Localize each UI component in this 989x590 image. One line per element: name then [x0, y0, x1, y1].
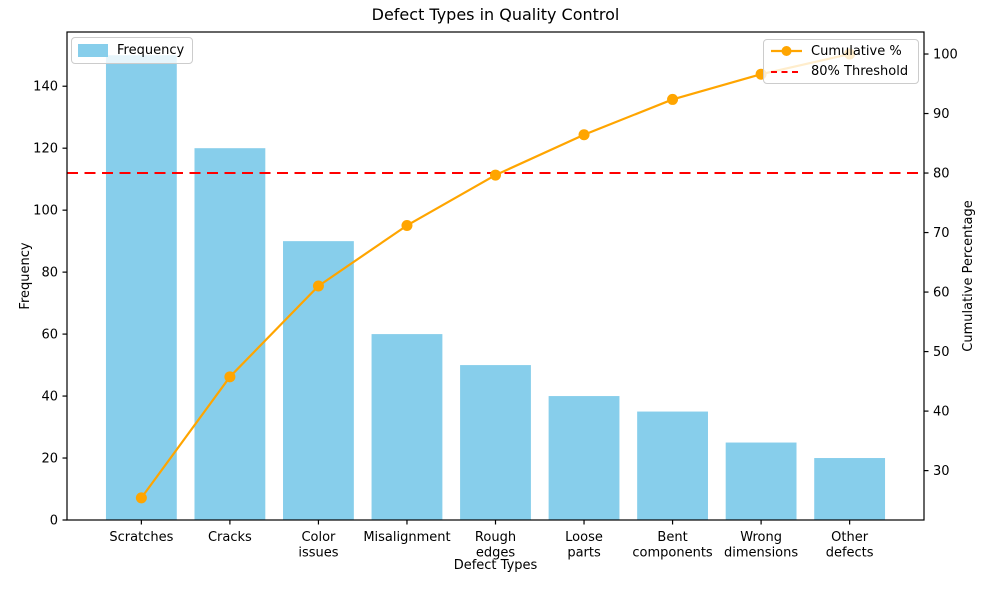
legend-cumulative: Cumulative % 80% Threshold — [763, 39, 919, 84]
legend-threshold-label: 80% Threshold — [811, 64, 909, 80]
x-axis-label: Defect Types — [453, 558, 538, 573]
y-axis-label-right: Cumulative Percentage — [961, 200, 976, 352]
bar-wrong-dimensions — [725, 442, 797, 520]
cumulative-point — [667, 93, 679, 105]
legend-frequency-label: Frequency — [117, 43, 185, 58]
bar-scratches — [105, 55, 177, 520]
ytick-right-label: 90 — [933, 107, 950, 122]
xtick-label: Color issues — [298, 530, 338, 561]
bar-rough-edges — [460, 365, 531, 520]
cumulative-point — [401, 219, 413, 231]
y-axis-label-left: Frequency — [18, 242, 33, 310]
chart-title: Defect Types in Quality Control — [371, 5, 620, 24]
cumulative-point — [224, 371, 236, 383]
ytick-right-label: 30 — [933, 464, 950, 479]
bar-loose-parts — [548, 396, 620, 520]
cumulative-point — [312, 280, 324, 292]
ytick-left-label: 120 — [33, 142, 58, 157]
cumulative-line-icon — [771, 46, 802, 57]
legend-cumulative-label: Cumulative % — [811, 43, 902, 59]
ytick-left-label: 60 — [41, 328, 58, 343]
ytick-left-label: 0 — [50, 514, 58, 529]
threshold-dash-icon — [771, 70, 802, 73]
xtick-label: Bent components — [632, 530, 713, 561]
xtick-label: Loose parts — [565, 530, 603, 561]
ytick-left-label: 20 — [41, 452, 58, 467]
ytick-right-label: 80 — [933, 167, 950, 182]
legend-row-cumulative: Cumulative % — [770, 42, 910, 61]
bar-cracks — [194, 148, 266, 520]
cumulative-point — [135, 492, 147, 504]
xtick-label: Misalignment — [363, 530, 450, 545]
ytick-left-label: 140 — [33, 80, 58, 95]
bar-other-defects — [814, 458, 886, 520]
cumulative-point — [578, 129, 590, 141]
bar-misalignment — [371, 334, 443, 520]
legend-frequency: Frequency — [71, 37, 193, 64]
legend-row-threshold: 80% Threshold — [770, 63, 910, 82]
ytick-left-label: 80 — [41, 266, 58, 281]
ytick-right-label: 40 — [933, 405, 950, 420]
xtick-label: Scratches — [109, 530, 173, 545]
xtick-label: Rough edges — [475, 530, 516, 561]
xtick-label: Cracks — [208, 530, 252, 545]
ytick-left-label: 100 — [33, 204, 58, 219]
ytick-left-label: 40 — [41, 390, 58, 405]
ytick-right-label: 100 — [933, 48, 958, 63]
bar-bent-components — [637, 411, 708, 520]
ytick-right-label: 50 — [933, 345, 950, 360]
xtick-label: Wrong dimensions — [724, 530, 798, 561]
ytick-right-label: 60 — [933, 286, 950, 301]
cumulative-point — [490, 169, 501, 181]
ytick-right-label: 70 — [933, 226, 950, 241]
frequency-swatch-icon — [78, 44, 108, 57]
xtick-label: Other defects — [826, 530, 874, 561]
